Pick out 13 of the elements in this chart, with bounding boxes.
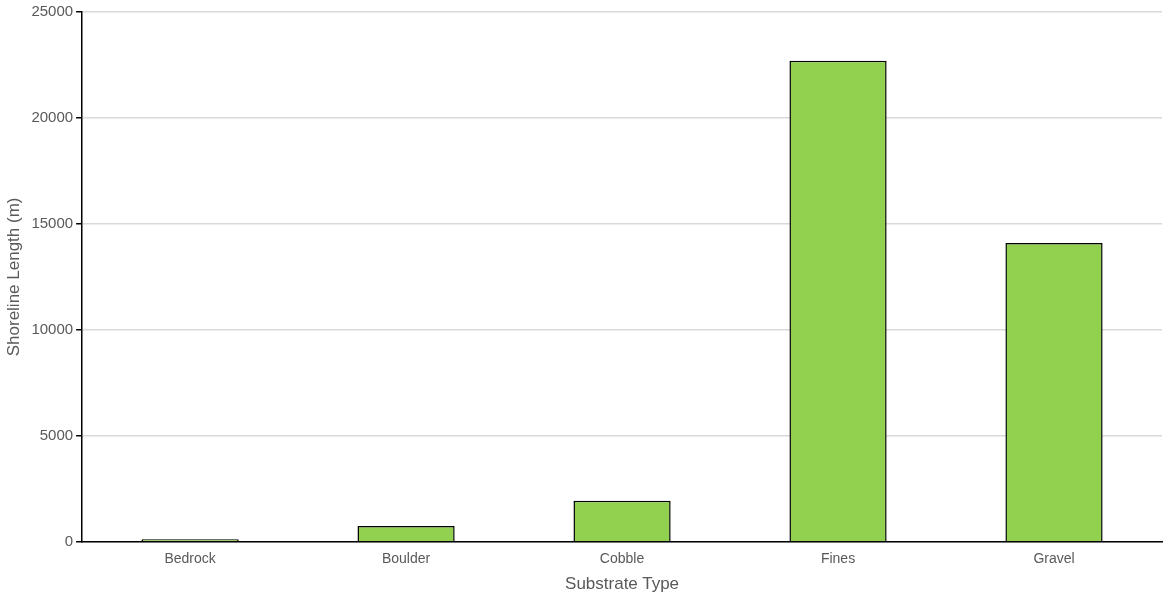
x-tick-label: Cobble [599,550,645,567]
y-axis-title: Shoreline Length (m) [3,197,23,357]
x-tick-label: Boulder [381,550,431,567]
y-tick-label: 15000 [31,214,74,232]
y-tick-label: 10000 [31,320,74,338]
x-tick-label: Fines [820,550,856,567]
y-tick-label: 25000 [31,2,74,20]
y-tick-label: 5000 [39,425,74,443]
x-tick-label: Bedrock [164,550,217,567]
x-tick-label: Gravel [1033,550,1075,567]
x-axis-title: Substrate Type [565,574,680,594]
y-tick-label: 0 [64,531,74,549]
y-tick-label: 20000 [31,108,74,126]
